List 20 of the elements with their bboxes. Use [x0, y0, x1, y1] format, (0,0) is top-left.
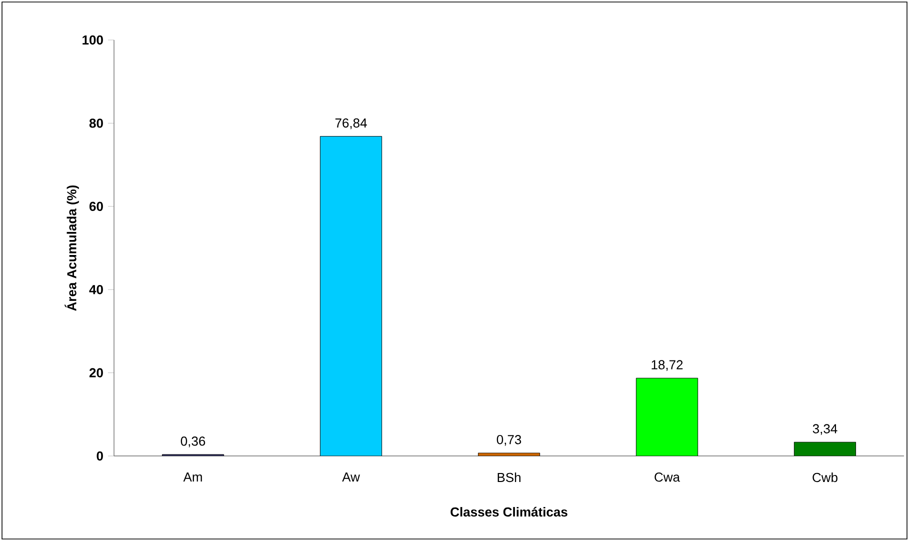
y-tick-label: 20 — [89, 368, 103, 378]
data-label: 76,84 — [335, 118, 367, 130]
data-label: 0,36 — [180, 436, 206, 448]
bar — [636, 378, 698, 456]
y-tick-label: 80 — [89, 118, 103, 128]
bar — [320, 136, 382, 456]
x-tick-label: Aw — [342, 472, 360, 482]
data-label: 0,73 — [496, 435, 522, 446]
x-axis-title: Classes Climáticas — [450, 506, 568, 517]
x-tick-label: Am — [183, 472, 202, 482]
x-tick-label: Cwb — [812, 472, 838, 482]
x-tick-label: BSh — [498, 472, 520, 482]
y-tick-label: 60 — [89, 202, 103, 211]
y-tick-label: 100 — [82, 35, 103, 45]
x-tick-label: Cwa — [654, 472, 680, 482]
y-tick-label: 0 — [96, 451, 103, 461]
data-label: 3,34 — [812, 424, 838, 435]
y-axis-title: Área Acumulada (%) — [64, 185, 79, 311]
y-tick-label: 40 — [89, 284, 103, 294]
data-label: 18,72 — [652, 360, 683, 371]
